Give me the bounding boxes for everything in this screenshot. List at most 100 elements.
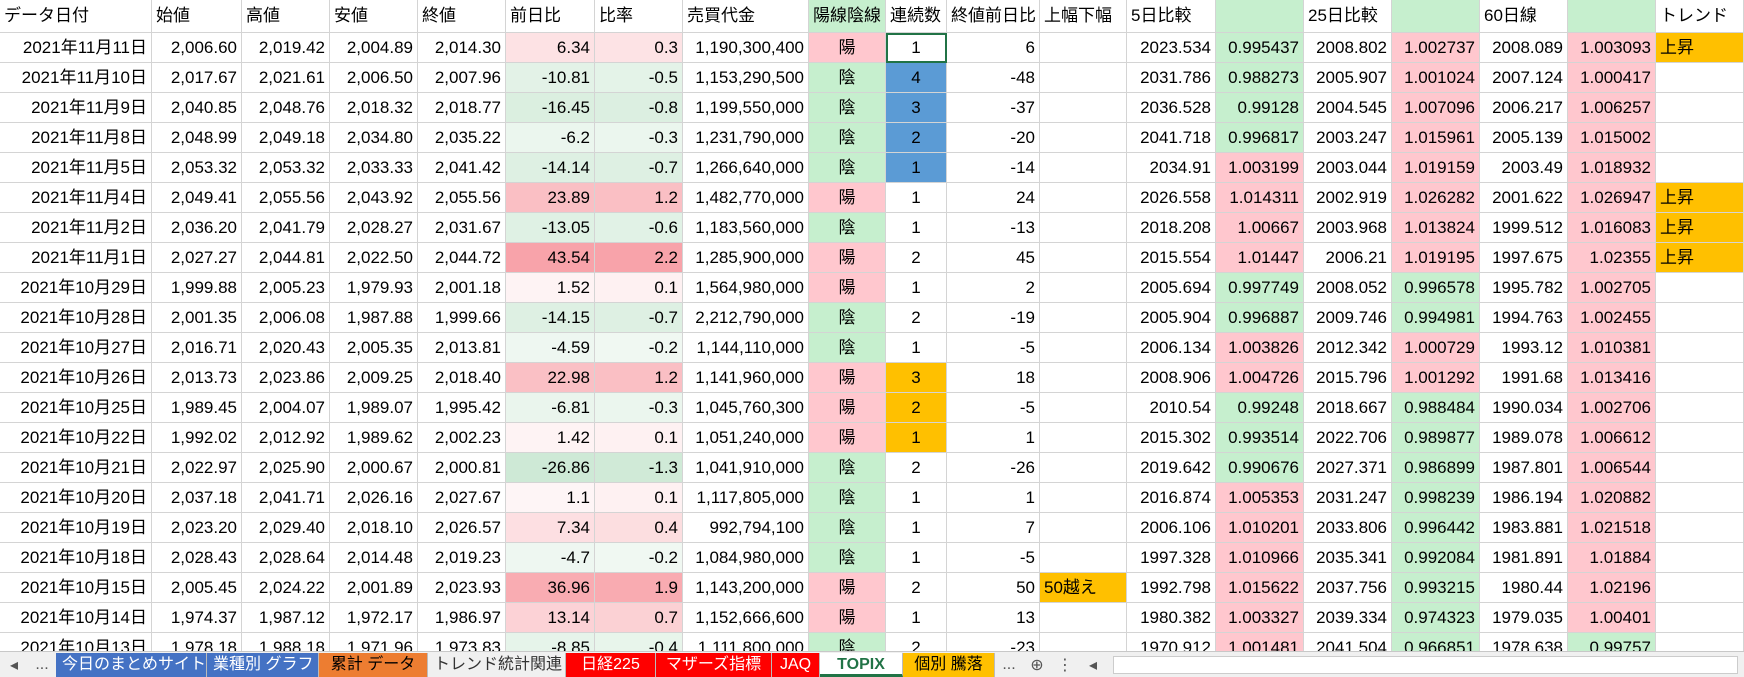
cell[interactable]: 陰: [809, 63, 886, 93]
cell[interactable]: 1997.675: [1480, 243, 1568, 273]
cell[interactable]: 1,141,960,000: [683, 363, 809, 393]
cell[interactable]: [1040, 393, 1127, 423]
cell[interactable]: 1,999.88: [152, 273, 242, 303]
cell[interactable]: -20: [947, 123, 1040, 153]
cell[interactable]: 2,053.32: [152, 153, 242, 183]
cell[interactable]: 2021年10月21日: [0, 453, 152, 483]
sheet-tab[interactable]: マザーズ指標: [656, 652, 772, 677]
cell[interactable]: [1656, 303, 1744, 333]
cell[interactable]: 2021年10月19日: [0, 513, 152, 543]
cell[interactable]: 1,117,805,000: [683, 483, 809, 513]
cell[interactable]: 1.9: [595, 573, 683, 603]
cell[interactable]: 1.001024: [1392, 63, 1480, 93]
cell[interactable]: [1040, 183, 1127, 213]
cell[interactable]: 2,019.23: [418, 543, 506, 573]
cell[interactable]: 1986.194: [1480, 483, 1568, 513]
cell[interactable]: 陰: [809, 453, 886, 483]
cell[interactable]: 2,023.86: [242, 363, 330, 393]
cell[interactable]: 2019.642: [1127, 453, 1216, 483]
cell[interactable]: 1,482,770,000: [683, 183, 809, 213]
cell[interactable]: [1040, 333, 1127, 363]
cell[interactable]: 2,001.35: [152, 303, 242, 333]
cell[interactable]: [1656, 363, 1744, 393]
cell[interactable]: [1040, 423, 1127, 453]
sheet-tab[interactable]: 今日のまとめサイト: [56, 652, 207, 677]
cell[interactable]: 1.013416: [1568, 363, 1656, 393]
cell[interactable]: 1,152,666,600: [683, 603, 809, 633]
cell[interactable]: 0.974323: [1392, 603, 1480, 633]
cell[interactable]: -14.14: [506, 153, 595, 183]
column-header[interactable]: 始値: [152, 0, 242, 33]
cell[interactable]: 2037.756: [1304, 573, 1392, 603]
cell[interactable]: 1.000417: [1568, 63, 1656, 93]
cell[interactable]: 1989.078: [1480, 423, 1568, 453]
cell[interactable]: 0.99757: [1568, 633, 1656, 651]
cell[interactable]: 2,028.64: [242, 543, 330, 573]
cell[interactable]: 18: [947, 363, 1040, 393]
sheet-tab[interactable]: 累計 データ: [319, 652, 428, 677]
cell[interactable]: 2006.21: [1304, 243, 1392, 273]
cell[interactable]: [1040, 483, 1127, 513]
cell[interactable]: 1993.12: [1480, 333, 1568, 363]
cell[interactable]: [1040, 363, 1127, 393]
cell[interactable]: 1,978.18: [152, 633, 242, 651]
cell[interactable]: 1.004726: [1216, 363, 1304, 393]
cell[interactable]: 1,972.17: [330, 603, 418, 633]
cell[interactable]: 2003.968: [1304, 213, 1392, 243]
cell[interactable]: 2021年11月10日: [0, 63, 152, 93]
cell[interactable]: [1656, 93, 1744, 123]
cell[interactable]: 陽: [809, 183, 886, 213]
cell[interactable]: 2,034.80: [330, 123, 418, 153]
cell[interactable]: 2,006.08: [242, 303, 330, 333]
cell[interactable]: 2,212,790,000: [683, 303, 809, 333]
cell[interactable]: [1656, 543, 1744, 573]
cell[interactable]: 2,020.43: [242, 333, 330, 363]
column-header[interactable]: 25日比較: [1304, 0, 1392, 33]
cell[interactable]: 2,005.35: [330, 333, 418, 363]
cell[interactable]: -48: [947, 63, 1040, 93]
cell[interactable]: 1,971.96: [330, 633, 418, 651]
cell[interactable]: 0.99248: [1216, 393, 1304, 423]
cell[interactable]: 2,027.67: [418, 483, 506, 513]
cell[interactable]: 1.006257: [1568, 93, 1656, 123]
cell[interactable]: 1,190,300,400: [683, 33, 809, 63]
cell[interactable]: 1,989.45: [152, 393, 242, 423]
cell[interactable]: 13: [947, 603, 1040, 633]
cell[interactable]: 1.018932: [1568, 153, 1656, 183]
cell[interactable]: 2021年10月25日: [0, 393, 152, 423]
cell[interactable]: 2,044.72: [418, 243, 506, 273]
cell[interactable]: 45: [947, 243, 1040, 273]
cell[interactable]: 1978.638: [1480, 633, 1568, 651]
cell[interactable]: 2,053.32: [242, 153, 330, 183]
cell[interactable]: [1656, 603, 1744, 633]
cell[interactable]: -26.86: [506, 453, 595, 483]
cell[interactable]: 1979.035: [1480, 603, 1568, 633]
cell[interactable]: 2.2: [595, 243, 683, 273]
cell[interactable]: 1,266,640,000: [683, 153, 809, 183]
column-header[interactable]: 上幅下幅: [1040, 0, 1127, 33]
cell[interactable]: 2,048.76: [242, 93, 330, 123]
cell[interactable]: 1.1: [506, 483, 595, 513]
cell[interactable]: 2,023.20: [152, 513, 242, 543]
cell[interactable]: 2,024.22: [242, 573, 330, 603]
cell[interactable]: [1656, 273, 1744, 303]
cell[interactable]: 2,013.81: [418, 333, 506, 363]
cell[interactable]: 陰: [809, 303, 886, 333]
cell[interactable]: -8.85: [506, 633, 595, 651]
cell[interactable]: 1.002705: [1568, 273, 1656, 303]
cell[interactable]: 2006.106: [1127, 513, 1216, 543]
horizontal-scrollbar[interactable]: [1113, 655, 1738, 674]
cell[interactable]: 1,564,980,000: [683, 273, 809, 303]
cell[interactable]: 2,005.45: [152, 573, 242, 603]
column-header[interactable]: 比率: [595, 0, 683, 33]
cell[interactable]: -14: [947, 153, 1040, 183]
cell[interactable]: 1: [886, 33, 947, 63]
cell[interactable]: 2005.907: [1304, 63, 1392, 93]
cell[interactable]: 陰: [809, 483, 886, 513]
cell[interactable]: 2021年10月20日: [0, 483, 152, 513]
cell[interactable]: 陽: [809, 393, 886, 423]
cell[interactable]: 1.001292: [1392, 363, 1480, 393]
cell[interactable]: 2,033.33: [330, 153, 418, 183]
cell[interactable]: 1.010381: [1568, 333, 1656, 363]
cell[interactable]: 2,021.61: [242, 63, 330, 93]
